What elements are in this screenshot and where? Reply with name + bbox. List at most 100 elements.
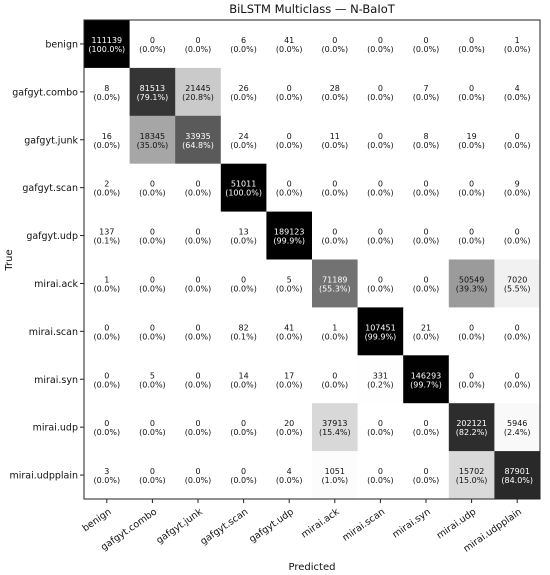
cell-percent: (0.0%): [276, 284, 303, 293]
cell-percent: (0.0%): [94, 428, 121, 437]
heatmap-cell: [266, 115, 313, 165]
cell-count: 2: [104, 180, 109, 189]
cell-percent: (35.0%): [137, 141, 169, 150]
cell-percent: (0.0%): [413, 141, 440, 150]
cell-count: 26: [239, 84, 249, 93]
cell-percent: (0.0%): [276, 141, 303, 150]
cell-count: 21445: [185, 84, 210, 93]
cell-percent: (0.0%): [458, 332, 485, 341]
heatmap-cell: [448, 451, 495, 500]
heatmap-cell: [312, 20, 359, 69]
cell-count: 28: [330, 84, 340, 93]
cell-count: 0: [332, 36, 337, 45]
heatmap-cell: [84, 211, 131, 260]
heatmap-cell: [448, 403, 495, 452]
cell-percent: (0.0%): [413, 45, 440, 54]
heatmap-cell: [448, 211, 495, 260]
x-tick-label: mirai.udp: [435, 506, 478, 541]
y-tick-label: gafgyt.combo: [12, 87, 78, 98]
cell-percent: (55.3%): [319, 284, 351, 293]
heatmap-cell: [175, 403, 222, 452]
cell-percent: (0.0%): [185, 45, 212, 54]
cell-percent: (2.4%): [504, 428, 531, 437]
cell-percent: (0.0%): [94, 189, 121, 198]
cell-count: 0: [332, 180, 337, 189]
cell-percent: (0.0%): [185, 428, 212, 437]
heatmap-cell: [220, 307, 267, 356]
cell-count: 1: [515, 36, 520, 45]
cell-percent: (0.0%): [322, 237, 349, 246]
cell-count: 0: [104, 371, 109, 380]
cell-count: 0: [378, 132, 383, 141]
cell-percent: (100.0%): [88, 45, 125, 54]
cell-percent: (0.0%): [139, 428, 166, 437]
cell-count: 0: [195, 323, 200, 332]
cell-count: 0: [378, 467, 383, 476]
cell-count: 4: [287, 467, 292, 476]
cell-count: 5: [287, 275, 292, 284]
cell-percent: (0.0%): [504, 380, 531, 389]
cell-count: 0: [195, 180, 200, 189]
cell-count: 3: [104, 467, 109, 476]
heatmap-cell: [312, 163, 359, 213]
cell-percent: (0.0%): [322, 45, 349, 54]
cell-percent: (0.0%): [367, 284, 394, 293]
heatmap-cell: [494, 211, 541, 260]
heatmap-cell: [266, 403, 313, 452]
cell-count: 14: [239, 371, 249, 380]
heatmap-cell: [312, 307, 359, 356]
heatmap-cell: [403, 307, 450, 356]
cell-count: 0: [332, 228, 337, 237]
y-tick-label: mirai.udpplain: [9, 471, 78, 482]
cell-count: 0: [104, 419, 109, 428]
cell-percent: (0.0%): [94, 284, 121, 293]
heatmap-cell: [175, 211, 222, 260]
cell-percent: (0.0%): [367, 237, 394, 246]
cell-percent: (0.0%): [139, 476, 166, 485]
cell-count: 81513: [140, 84, 165, 93]
cell-count: 13: [239, 228, 249, 237]
heatmap-cell: [84, 355, 131, 404]
cell-count: 189123: [274, 228, 305, 237]
cell-percent: (0.0%): [94, 380, 121, 389]
cell-percent: (0.0%): [413, 284, 440, 293]
cell-percent: (0.0%): [413, 237, 440, 246]
cell-percent: (84.0%): [501, 476, 533, 485]
cell-count: 0: [469, 228, 474, 237]
heatmap-cell: [357, 403, 404, 452]
heatmap-cells: 111139(100.0%)0(0.0%)0(0.0%)6(0.0%)41(0.…: [84, 20, 541, 500]
cell-percent: (0.0%): [230, 45, 257, 54]
cell-percent: (0.0%): [276, 476, 303, 485]
cell-percent: (0.0%): [276, 45, 303, 54]
heatmap-cell: [266, 259, 313, 308]
cell-percent: (0.0%): [185, 476, 212, 485]
cell-percent: (0.0%): [504, 93, 531, 102]
heatmap-cell: [494, 259, 541, 308]
cell-percent: (0.0%): [276, 189, 303, 198]
heatmap-cell: [175, 259, 222, 308]
cell-count: 0: [423, 275, 428, 284]
cell-count: 51011: [231, 180, 256, 189]
x-tick-label: mirai.ack: [299, 506, 342, 540]
cell-percent: (0.0%): [185, 284, 212, 293]
cell-percent: (0.0%): [94, 476, 121, 485]
cell-percent: (0.0%): [94, 332, 121, 341]
cell-count: 0: [469, 371, 474, 380]
cell-count: 0: [287, 84, 292, 93]
cell-percent: (0.0%): [322, 380, 349, 389]
x-tick-label: benign: [81, 506, 114, 534]
cell-count: 5946: [507, 419, 527, 428]
cell-count: 0: [150, 228, 155, 237]
cell-count: 0: [423, 228, 428, 237]
cell-percent: (99.9%): [273, 237, 305, 246]
cell-count: 33935: [185, 132, 210, 141]
cell-percent: (99.9%): [365, 332, 397, 341]
cell-percent: (5.5%): [504, 284, 531, 293]
heatmap-cell: [312, 211, 359, 260]
cell-count: 0: [423, 36, 428, 45]
y-axis-label: True: [4, 249, 15, 271]
heatmap-cell: [403, 115, 450, 165]
cell-count: 0: [469, 323, 474, 332]
heatmap-cell: [448, 67, 495, 117]
cell-count: 0: [469, 84, 474, 93]
